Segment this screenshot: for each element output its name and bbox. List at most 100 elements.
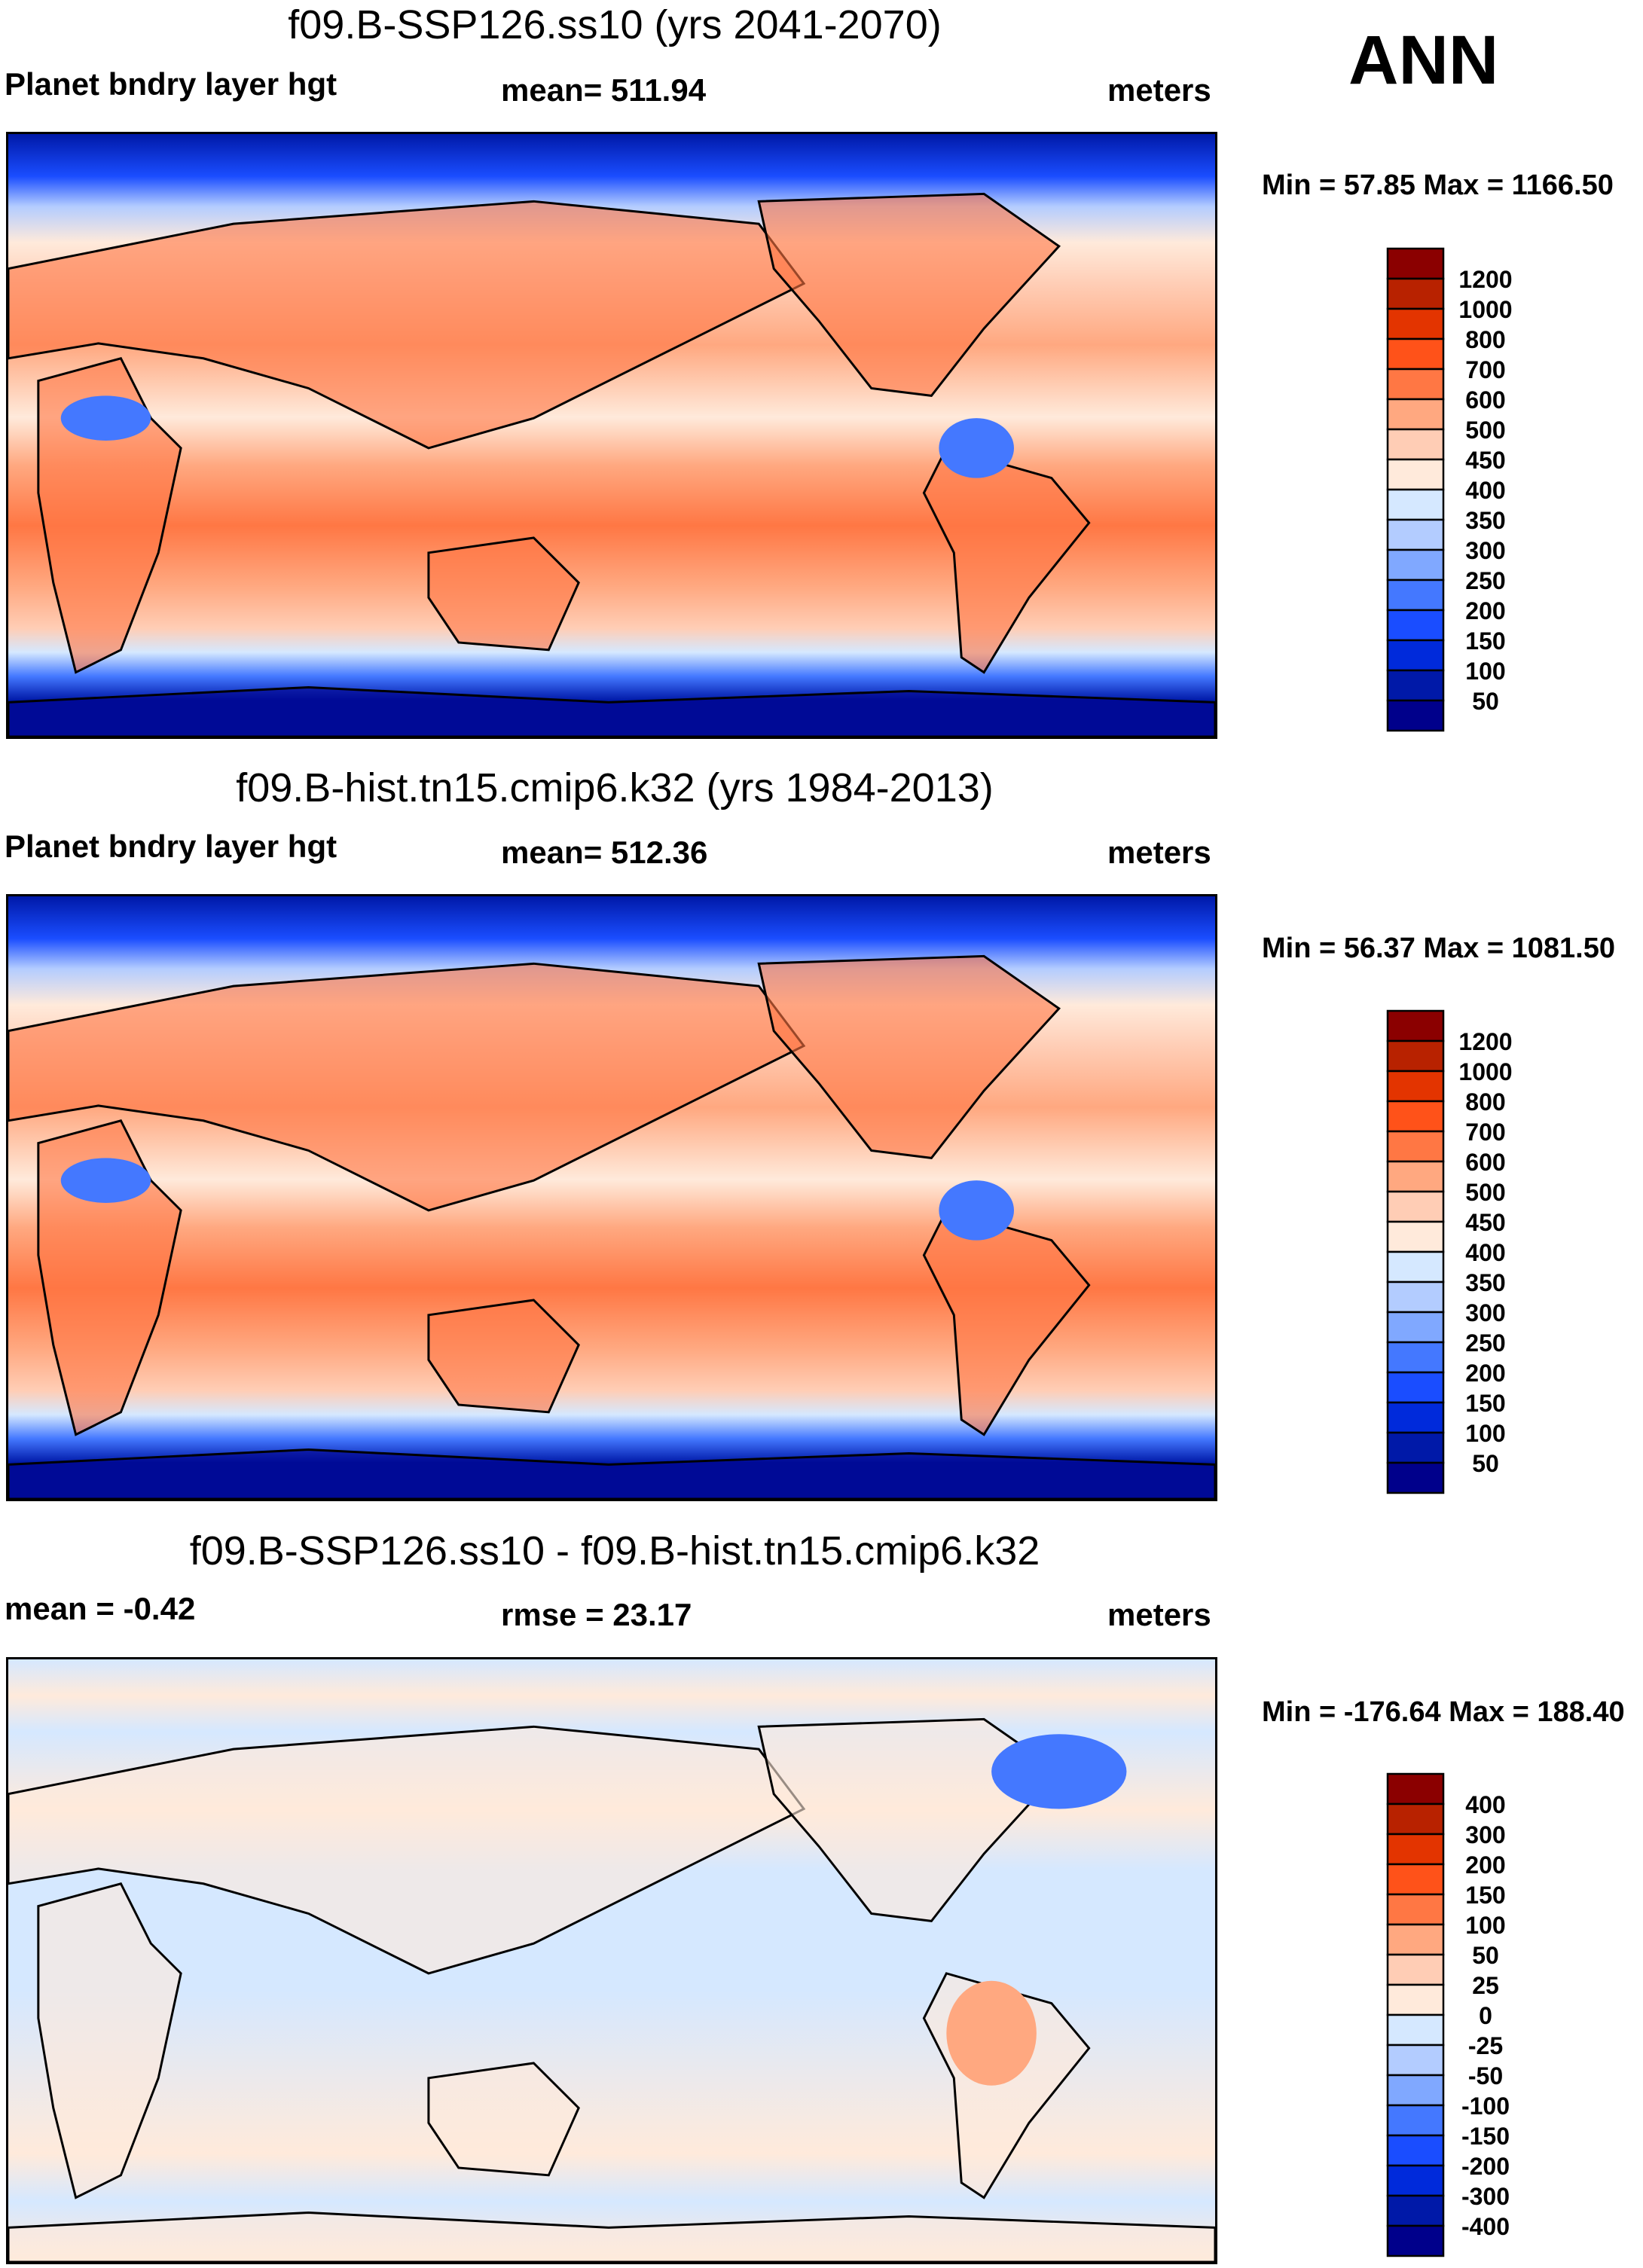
colorbar-swatch [1386, 2074, 1445, 2107]
low-pbl-region-congo [60, 395, 151, 441]
colorbar: 400 300 200 150 100 50 25 0 -25 -50 -100 -150 -200 -3… [1386, 1772, 1510, 2257]
colorbar-swatch [1386, 1772, 1445, 1806]
coastline-antarctica [8, 2212, 1215, 2262]
coastline-eurasia [8, 200, 806, 450]
colorbar-swatch [1386, 518, 1445, 551]
min-max-label: Min = -176.64 Max = 188.40 [1262, 1696, 1625, 1728]
colorbar-tick-label: 400 [1465, 477, 1505, 504]
colorbar-tick-label: 250 [1465, 567, 1505, 594]
colorbar-tick-label: 700 [1465, 356, 1505, 383]
colorbar-swatch [1386, 1281, 1445, 1314]
colorbar-tick-label: 450 [1465, 1209, 1505, 1236]
colorbar-tick-label: -150 [1461, 2123, 1510, 2150]
colorbar-tick-label: 1200 [1458, 266, 1512, 293]
colorbar-swatch [1386, 337, 1445, 371]
colorbar-swatch [1386, 458, 1445, 491]
colorbar-swatch [1386, 1341, 1445, 1374]
variable-label: Planet bndry layer hgt [5, 829, 337, 864]
panel-title: f09.B-hist.tn15.cmip6.k32 (yrs 1984-2013… [236, 765, 994, 810]
colorbar-swatch [1386, 2013, 1445, 2047]
min-max-label: Min = 57.85 Max = 1166.50 [1262, 169, 1614, 201]
colorbar-swatch [1386, 699, 1445, 732]
units-label: meters [1107, 835, 1211, 870]
colorbar-tick-label: 1200 [1458, 1028, 1512, 1055]
coastline-antarctica [8, 686, 1215, 737]
min-max-label: Min = 56.37 Max = 1081.50 [1262, 933, 1615, 964]
season-label: ANN [1348, 22, 1499, 99]
positive-anomaly-amazon [946, 1980, 1037, 2086]
colorbar-swatch [1386, 1802, 1445, 1836]
coastline-australia [427, 2062, 580, 2177]
colorbar-swatch [1386, 548, 1445, 581]
colorbar-tick-label: 150 [1465, 1390, 1505, 1417]
colorbar-swatch [1386, 398, 1445, 431]
panel-title: f09.B-SSP126.ss10 (yrs 2041-2070) [288, 2, 942, 47]
coastline-africa [37, 1882, 182, 2199]
colorbar-tick-label: 400 [1465, 1791, 1505, 1818]
colorbar-swatch [1386, 1130, 1445, 1163]
map-plot [6, 132, 1217, 739]
colorbar-swatch [1386, 2044, 1445, 2077]
colorbar-tick-label: 100 [1465, 1912, 1505, 1939]
colorbar-tick-label: 200 [1465, 597, 1505, 624]
colorbar-tick-label: 25 [1472, 1972, 1499, 1999]
mean-label: mean= 511.94 [501, 72, 707, 108]
colorbar-swatch [1386, 1953, 1445, 1986]
low-pbl-region-amazon [939, 418, 1014, 478]
units-label: meters [1107, 72, 1211, 108]
colorbar-tick-label: -300 [1461, 2183, 1510, 2210]
colorbar-swatch [1386, 2134, 1445, 2167]
colorbar-tick-label: 100 [1465, 658, 1505, 685]
colorbar-tick-label: 300 [1465, 1299, 1505, 1326]
variable-label: mean = -0.42 [5, 1591, 196, 1626]
colorbar-swatch [1386, 1009, 1445, 1042]
mean-label: rmse = 23.17 [501, 1597, 692, 1632]
coastline-north-america [757, 1717, 1061, 1922]
colorbar-tick-label: 300 [1465, 537, 1505, 564]
colorbar-swatch [1386, 1431, 1445, 1464]
colorbar-tick-label: 800 [1465, 326, 1505, 353]
low-pbl-region-amazon [939, 1180, 1014, 1241]
colorbar-tick-label: 450 [1465, 447, 1505, 474]
colorbar-tick-label: 500 [1465, 417, 1505, 444]
colorbar-tick-label: 50 [1472, 1942, 1499, 1969]
low-pbl-region-congo [60, 1158, 151, 1203]
colorbar-tick-label: -100 [1461, 2092, 1510, 2120]
colorbar-tick-label: 400 [1465, 1239, 1505, 1266]
coastline-south-america [922, 447, 1091, 674]
colorbar-swatch [1386, 2104, 1445, 2137]
colorbar-swatch [1386, 428, 1445, 461]
units-label: meters [1107, 1597, 1211, 1632]
coastline-eurasia [8, 962, 806, 1212]
colorbar-swatch [1386, 1311, 1445, 1344]
coastline-africa [37, 1119, 182, 1436]
colorbar-swatch [1386, 1833, 1445, 1866]
colorbar-tick-label: 150 [1465, 1882, 1505, 1909]
colorbar-swatch [1386, 1863, 1445, 1896]
panel-title: f09.B-SSP126.ss10 - f09.B-hist.tn15.cmip… [189, 1528, 1040, 1574]
colorbar-tick-label: 250 [1465, 1329, 1505, 1357]
colorbar-swatch [1386, 1160, 1445, 1193]
colorbar-tick-label: -50 [1468, 2062, 1503, 2089]
colorbar-tick-label: 300 [1465, 1821, 1505, 1848]
coastline-antarctica [8, 1448, 1215, 1499]
colorbar-swatch [1386, 247, 1445, 280]
colorbar-swatch [1386, 488, 1445, 521]
colorbar-swatch [1386, 2224, 1445, 2257]
colorbar-swatch [1386, 1923, 1445, 1956]
colorbar-tick-label: 1000 [1458, 296, 1512, 323]
colorbar-swatch [1386, 1461, 1445, 1494]
coastline-eurasia [8, 1725, 806, 1975]
colorbar: 1200 1000 800 700 600 500 450 400 350 300 250 200 15… [1386, 1009, 1513, 1494]
colorbar-tick-label: 50 [1472, 688, 1499, 715]
coastline-north-america [757, 192, 1061, 397]
coastline-australia [427, 536, 580, 652]
colorbar-swatch [1386, 1250, 1445, 1284]
coastline-south-america [922, 1209, 1091, 1436]
colorbar-tick-label: 200 [1465, 1851, 1505, 1879]
mean-label: mean= 512.36 [501, 835, 708, 870]
colorbar-tick-label: -200 [1461, 2153, 1510, 2180]
colorbar-tick-label: -25 [1468, 2032, 1503, 2059]
colorbar-tick-label: -400 [1461, 2213, 1510, 2240]
